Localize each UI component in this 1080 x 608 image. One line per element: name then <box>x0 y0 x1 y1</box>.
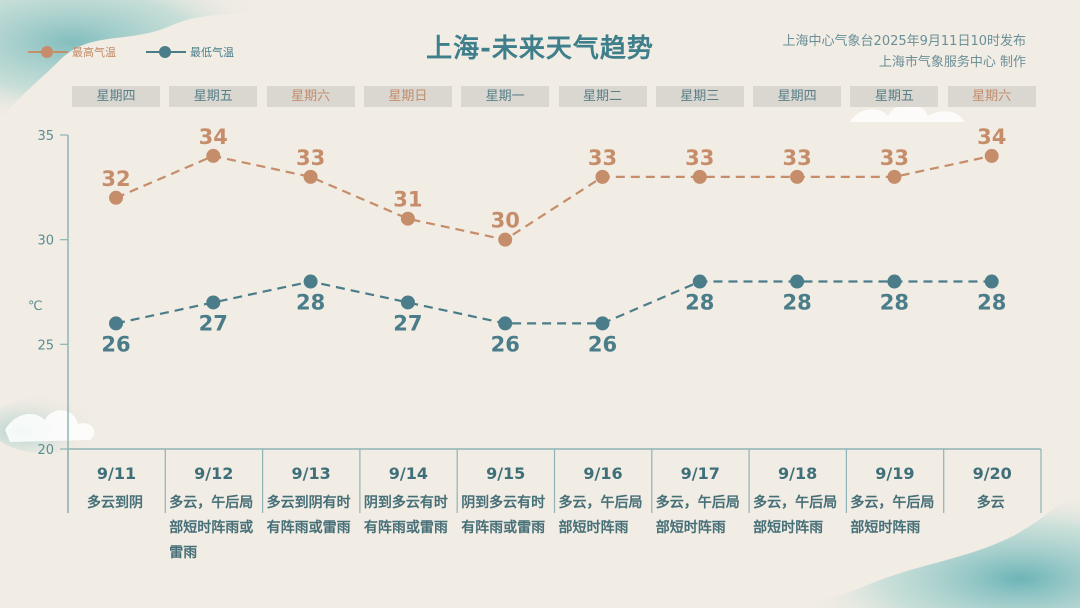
day-date: 9/16 <box>583 464 623 483</box>
low-temp-point <box>498 316 513 331</box>
low-temp-label: 27 <box>199 311 228 335</box>
weekday-label: 星期五 <box>850 86 939 107</box>
watercolor-cloud-top-left <box>0 0 290 120</box>
low-temp-label: 28 <box>296 291 325 315</box>
day-weather-description: 多云到阴 <box>87 495 143 511</box>
legend-item-high: 最高气温 <box>28 44 116 60</box>
high-temp-point <box>790 169 805 184</box>
high-temp-point <box>984 148 999 163</box>
low-temp-label: 27 <box>393 311 422 335</box>
weekday-label: 星期六 <box>947 86 1036 107</box>
daily-forecast-table: 9/11 多云到阴 9/12 多云，午后局部短时阵雨或雷雨 9/13 多云到阴有时有阵雨或… <box>68 450 1041 561</box>
legend-item-low: 最低气温 <box>146 44 234 60</box>
low-temp-point <box>984 274 999 289</box>
low-temp-line <box>115 280 992 325</box>
low-temp-label: 26 <box>101 332 130 356</box>
day-weather-description: 多云，午后局部短时阵雨或雷雨 <box>169 495 254 561</box>
high-temp-point <box>498 232 513 247</box>
high-temp-point <box>400 211 415 226</box>
issuer-info: 上海中心气象台2025年9月11日10时发布 上海市气象服务中心 制作 <box>783 31 1026 73</box>
weekday-label: 星期三 <box>655 86 744 107</box>
high-temp-line <box>115 154 992 241</box>
legend-low-marker-icon <box>146 46 186 58</box>
weekday-label: 星期四 <box>753 86 842 107</box>
day-date: 9/11 <box>96 464 137 483</box>
low-temp-point <box>400 295 415 310</box>
weekday-bar: 星期四 星期五 星期六 星期日 星期一 星期二 星期三 星期四 星期五 星期六 <box>72 86 1036 107</box>
day-date: 9/17 <box>680 464 720 483</box>
low-temp-point <box>206 295 221 310</box>
day-weather-description: 多云，午后局部短时阵雨 <box>850 495 935 536</box>
day-weather-description: 阴到多云有时有阵雨或雷雨 <box>461 495 546 536</box>
high-temp-label: 34 <box>199 125 228 149</box>
high-temp-label: 33 <box>296 146 325 170</box>
high-temp-point <box>303 169 318 184</box>
weekday-label: 星期四 <box>72 86 160 107</box>
y-axis-unit: ℃ <box>28 299 43 314</box>
low-temp-label: 28 <box>880 291 909 315</box>
y-tick-label: 20 <box>37 443 54 458</box>
day-date: 9/19 <box>875 464 915 483</box>
low-temp-point <box>692 274 707 289</box>
issuer-line-1: 上海中心气象台2025年9月11日10时发布 <box>782 34 1026 49</box>
y-tick-label: 35 <box>37 129 54 144</box>
day-date: 9/20 <box>972 464 1012 483</box>
high-temp-point <box>206 148 221 163</box>
high-temp-label: 32 <box>101 167 130 191</box>
low-temp-point <box>887 274 902 289</box>
high-temp-point <box>595 169 610 184</box>
high-temp-point <box>109 190 123 205</box>
weekday-label: 星期日 <box>363 86 452 107</box>
low-temp-label: 26 <box>491 332 520 356</box>
high-temp-label: 30 <box>491 209 520 233</box>
low-temp-label: 28 <box>685 291 714 315</box>
watercolor-cloud-bottom-right <box>780 490 1080 608</box>
page-title: 上海-未来天气趋势 <box>426 34 654 64</box>
day-weather-description: 多云，午后局部短时阵雨 <box>753 495 838 536</box>
high-temp-label: 33 <box>588 146 617 170</box>
y-tick-label: 30 <box>37 234 54 249</box>
day-weather-description: 阴到多云有时有阵雨或雷雨 <box>363 495 448 536</box>
day-weather-description: 多云，午后局部短时阵雨 <box>558 495 643 536</box>
weekday-label: 星期二 <box>558 86 647 107</box>
auspicious-cloud-top-right <box>850 104 964 122</box>
low-temp-label: 26 <box>588 332 617 356</box>
legend-low-label: 最低气温 <box>190 46 234 59</box>
weekday-label: 星期六 <box>266 86 355 107</box>
day-weather-description: 多云到阴有时有阵雨或雷雨 <box>266 495 351 536</box>
day-weather-description: 多云，午后局部短时阵雨 <box>655 495 740 536</box>
issuer-line-2: 上海市气象服务中心 制作 <box>878 55 1026 70</box>
high-temp-label: 33 <box>880 146 909 170</box>
low-temp-label: 28 <box>977 291 1006 315</box>
weekday-label: 星期五 <box>169 86 258 107</box>
weekday-label: 星期一 <box>461 86 550 107</box>
high-temp-point <box>887 169 902 184</box>
legend-high-marker-icon <box>28 46 68 58</box>
day-date: 9/13 <box>291 464 331 483</box>
low-temp-point <box>109 316 123 331</box>
high-temp-point <box>692 169 707 184</box>
legend-high-label: 最高气温 <box>72 46 116 59</box>
low-temp-point <box>790 274 805 289</box>
high-temp-label: 33 <box>782 146 811 170</box>
day-weather-description: 多云 <box>976 495 1005 511</box>
low-temp-label: 28 <box>782 291 811 315</box>
high-temp-label: 33 <box>685 146 714 170</box>
day-date: 9/12 <box>194 464 234 483</box>
high-temp-label: 31 <box>393 188 422 212</box>
low-temp-point <box>303 274 318 289</box>
y-tick-label: 25 <box>37 338 54 353</box>
high-temp-label: 34 <box>977 125 1006 149</box>
watercolor-cloud-bottom-left <box>0 397 100 453</box>
day-date: 9/18 <box>777 464 818 483</box>
day-date: 9/15 <box>486 464 526 483</box>
low-temp-point <box>595 316 610 331</box>
day-date: 9/14 <box>388 464 429 483</box>
